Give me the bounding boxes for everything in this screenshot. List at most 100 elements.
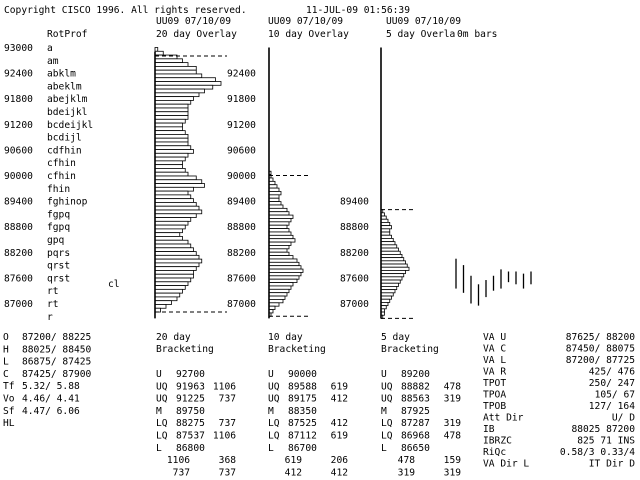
bracketing-total-b: 319	[444, 467, 462, 478]
profile-bar	[268, 292, 288, 297]
profile-price-label: 90600	[4, 145, 33, 156]
profile-letters: rt	[47, 286, 59, 297]
panel-price-label: 88200	[340, 248, 369, 259]
profile-bar	[268, 285, 292, 290]
bracketing-row-value: 88350	[288, 406, 317, 417]
overlay-10day-panel: 89400 88800 88200 87600 87000	[268, 47, 369, 319]
stats-label: VA C	[483, 344, 506, 355]
profile-bar	[380, 218, 389, 223]
bracketing-row-value: 86800	[176, 443, 205, 454]
title-10day-overlay: 10 day Overlay	[268, 29, 349, 40]
bracketing-row-label: LQ	[381, 431, 393, 442]
profile-bar	[380, 241, 396, 246]
profile-bar	[380, 225, 392, 230]
profile-letters: bcdeijkl	[47, 120, 93, 131]
profile-letters: am	[47, 56, 59, 67]
bracketing-row-label: UQ	[156, 381, 168, 392]
profile-bar	[268, 302, 280, 307]
bracketing-days: 20 day	[156, 332, 191, 343]
ohlc-table: O 87200/ 88225 H 88025/ 88450 L 86875/ 87425 C…	[3, 332, 92, 429]
bracketing-row-extra: 1106	[213, 431, 236, 442]
bracketing-row-label: M	[156, 406, 162, 417]
bracketing-row-extra: 319	[444, 394, 462, 405]
symbol-10day: UU09 07/10/09	[268, 16, 343, 27]
profile-bar	[268, 282, 294, 287]
bracketing-row-value: 86700	[288, 443, 317, 454]
0m-bars-panel	[455, 258, 532, 306]
profile-bar	[380, 266, 410, 271]
profile-bar	[154, 47, 159, 52]
profile-bar	[380, 270, 406, 275]
profile-bar	[268, 245, 290, 250]
profile-letters: r	[47, 312, 53, 323]
stats-value: 425/ 476	[589, 367, 635, 378]
stats-value: 87625/ 88200	[566, 332, 636, 343]
profile-price-label: 93000	[4, 43, 33, 54]
profile-bar	[154, 156, 186, 162]
title-5day-overlay: 5 day Overla	[386, 29, 455, 40]
bracketing-row-label: U	[156, 369, 162, 380]
bracketing-row-value: 87287	[401, 418, 430, 429]
stats-label: IBRZC	[483, 436, 512, 447]
bracketing-row-label: U	[381, 369, 387, 380]
profile-bar	[154, 50, 164, 56]
profile-bar	[268, 204, 284, 209]
bracketing-row-label: L	[268, 443, 274, 454]
overlay-20day-panel: 92400 91800 91200 90600 90000 89400 88800 88200…	[154, 47, 256, 319]
bracketing-total-b: 412	[331, 467, 348, 478]
bracketing-row-value: 91963	[176, 381, 205, 392]
profile-bar	[268, 221, 290, 226]
stats-label: VA L	[483, 355, 506, 366]
title-20day-overlay: 20 day Overlay	[156, 29, 237, 40]
stats-value: 127/ 164	[589, 401, 635, 412]
profile-price-label: 88800	[4, 222, 33, 233]
ohlc-value: 4.47/ 6.06	[22, 406, 80, 417]
profile-price-label: 87600	[4, 273, 33, 284]
profile-bar	[154, 243, 192, 249]
bracketing-row-label: UQ	[381, 394, 393, 405]
bracketing-title: Bracketing	[268, 344, 326, 355]
stats-value: 250/ 247	[589, 378, 635, 389]
bracketing-total-a: 1106	[167, 455, 190, 466]
profile-bar	[154, 134, 189, 139]
profile-letters: fgpq	[47, 222, 70, 233]
ohlc-label: H	[3, 344, 9, 355]
profile-bar	[268, 288, 290, 294]
profile-bar	[268, 211, 290, 216]
profile-bar	[380, 250, 401, 255]
bracketing-total-b: 737	[219, 467, 237, 478]
profile-bar	[380, 222, 391, 227]
bracketing-row-extra: 737	[219, 394, 237, 405]
profile-bar	[268, 231, 292, 236]
profile-bar	[380, 234, 392, 239]
stats-label: Att Dir	[483, 413, 524, 424]
profile-bar	[268, 268, 304, 273]
profile-letters: a	[47, 43, 53, 54]
profile-bar	[154, 130, 186, 135]
bracketing-row-value: 87525	[288, 418, 317, 429]
bracketing-row-label: LQ	[268, 431, 280, 442]
bracketing-total-a: 737	[173, 467, 191, 478]
bracketing-row-value: 89200	[401, 369, 430, 380]
profile-bar	[154, 107, 189, 113]
profile-letters: bcdijl	[47, 133, 82, 144]
profile-letters: fghinop	[47, 197, 88, 208]
profile-price-label: 88200	[4, 248, 33, 259]
panel-price-label: 89400	[340, 197, 369, 208]
profile-bar	[380, 254, 403, 259]
profile-bar	[154, 247, 194, 252]
profile-bar	[154, 277, 192, 283]
symbol-20day: UU09 07/10/09	[156, 16, 231, 27]
profile-bar	[154, 228, 183, 234]
profile-bar	[268, 278, 298, 283]
panel-price-label: 92400	[227, 69, 256, 80]
bracketing-row-label: L	[381, 443, 387, 454]
panel-price-label: 91200	[227, 120, 256, 131]
profile-bar	[268, 228, 290, 233]
bracketing-row-label: UQ	[268, 381, 280, 392]
profile-bar	[380, 244, 398, 249]
profile-bar	[268, 234, 294, 240]
profile-bar	[380, 286, 398, 291]
panel-price-label: 91800	[227, 94, 256, 105]
profile-bar	[380, 260, 406, 265]
